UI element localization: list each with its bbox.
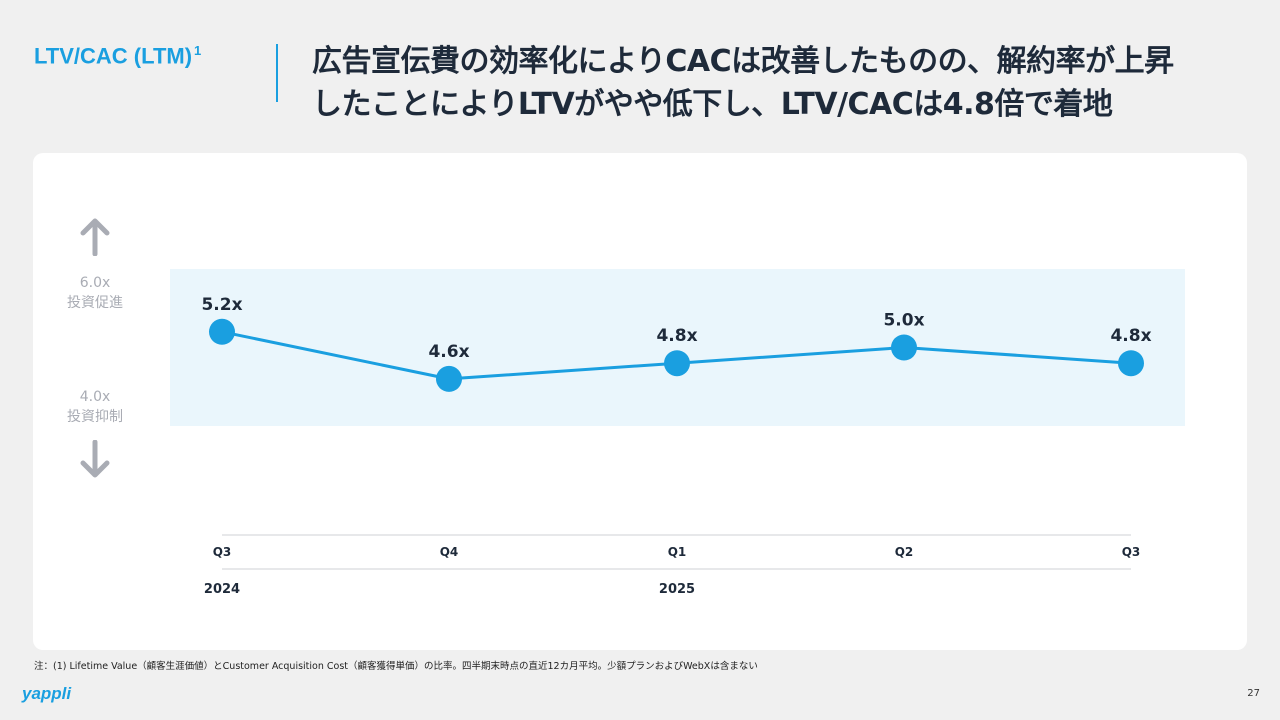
footnote-marker: 1	[194, 43, 202, 58]
band-upper-text: 投資促進	[67, 295, 123, 311]
band-lower-text: 投資抑制	[67, 409, 123, 425]
headline-line-2: したことによりLTVがやや低下し、LTV/CACは4.8倍で着地	[312, 87, 1113, 122]
section-label: LTV/CAC (LTM) 1	[34, 43, 201, 69]
band-lower-value: 4.0x	[79, 389, 111, 405]
band-upper-label: 6.0x 投資促進	[50, 273, 140, 313]
arrow-down-icon	[80, 440, 110, 478]
section-label-text: LTV/CAC (LTM)	[34, 43, 193, 69]
yappli-logo: yappli	[22, 684, 72, 703]
headline-line-1: 広告宣伝費の効率化によりCACは改善したものの、解約率が上昇	[312, 44, 1174, 79]
footnote: 注：(1) Lifetime Value（顧客生涯価値）とCustomer Ac…	[34, 661, 758, 672]
band-upper-value: 6.0x	[79, 275, 111, 291]
band-lower-label: 4.0x 投資抑制	[50, 387, 140, 427]
chart-card	[33, 153, 1247, 650]
arrow-up-icon	[80, 218, 110, 256]
page-number: 27	[1247, 688, 1260, 699]
page-headline: 広告宣伝費の効率化によりCACは改善したものの、解約率が上昇 したことによりLT…	[312, 40, 1262, 126]
title-divider	[276, 44, 278, 102]
